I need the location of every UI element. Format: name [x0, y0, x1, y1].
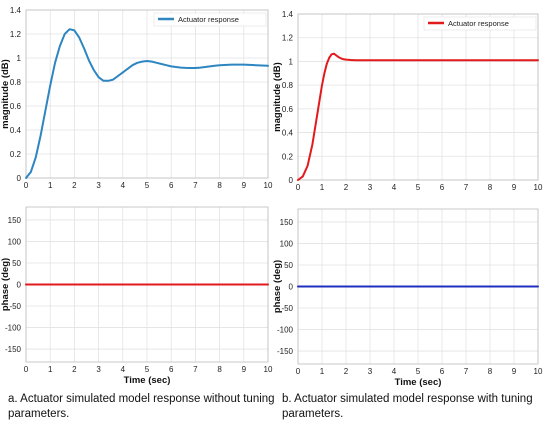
b-phase-xtick-label-6: 6 — [440, 367, 445, 376]
a-magnitude-ylabel: magnitude (dB) — [0, 59, 11, 129]
b-phase-ytick-label-4: 50 — [284, 261, 293, 270]
b-phase-ytick-label-3: 0 — [289, 283, 294, 292]
a-magnitude-ytick-label-6: 1.2 — [10, 30, 22, 39]
b-phase-xtick-label-4: 4 — [392, 367, 397, 376]
a-magnitude-ytick-label-1: 0.2 — [10, 150, 22, 159]
b-magnitude-xtick-label-8: 8 — [488, 183, 493, 192]
b-phase-xtick-label-3: 3 — [368, 367, 373, 376]
b-magnitude-xtick-label-1: 1 — [320, 183, 325, 192]
b-phase-xtick-label-5: 5 — [416, 367, 421, 376]
b-phase-xtick-label-8: 8 — [488, 367, 493, 376]
a-phase-xtick-label-6: 6 — [169, 365, 174, 374]
b-magnitude-ytick-label-4: 0.8 — [282, 81, 294, 90]
b-magnitude-legend-label-0: Actuator response — [448, 19, 509, 28]
b-magnitude-xtick-label-6: 6 — [440, 183, 445, 192]
a-magnitude-frame — [25, 9, 269, 179]
b-magnitude-ytick-label-6: 1.2 — [282, 34, 294, 43]
a-phase-xtick-label-9: 9 — [242, 365, 247, 374]
b-magnitude-ytick-label-1: 0.2 — [282, 152, 294, 161]
b-phase-xtick-label-7: 7 — [464, 367, 469, 376]
a-phase-xtick-label-1: 1 — [48, 365, 53, 374]
b-phase-ytick-label-5: 100 — [280, 239, 294, 248]
a-phase-xlabel: Time (sec) — [124, 375, 171, 386]
b-magnitude-ylabel: magnitude (dB) — [272, 62, 283, 132]
b-phase-ytick-label-2: -50 — [281, 304, 293, 313]
b-phase-xtick-label-9: 9 — [512, 367, 517, 376]
a-magnitude-ytick-label-5: 1 — [17, 54, 22, 63]
a-phase-ytick-label-1: -100 — [5, 324, 22, 333]
b-phase-ytick-label-1: -100 — [277, 326, 294, 335]
b-phase-xtick-label-0: 0 — [296, 367, 301, 376]
a-phase-xtick-label-2: 2 — [72, 365, 77, 374]
a-magnitude-xtick-label-2: 2 — [72, 181, 77, 190]
a-magnitude-xtick-label-10: 10 — [264, 181, 273, 190]
b-phase-ylabel: phase (deg) — [272, 260, 283, 313]
a-phase-xtick-label-3: 3 — [96, 365, 101, 374]
b-magnitude-ytick-label-2: 0.4 — [282, 129, 294, 138]
b-magnitude-xtick-label-9: 9 — [512, 183, 517, 192]
a-phase-ytick-label-0: -150 — [5, 345, 22, 354]
a-phase-ytick-label-4: 50 — [12, 259, 21, 268]
b-magnitude-ytick-label-5: 1 — [289, 57, 294, 66]
b-magnitude-legend-box — [423, 16, 537, 31]
b-magnitude-ytick-label-0: 0 — [289, 176, 294, 185]
a-magnitude-xtick-label-3: 3 — [96, 181, 101, 190]
b-phase-xtick-label-10: 10 — [534, 367, 543, 376]
b-magnitude-series-line-0 — [297, 52, 539, 181]
b-magnitude-xtick-label-3: 3 — [368, 183, 373, 192]
b-phase-ytick-label-6: 150 — [280, 218, 294, 227]
a-magnitude-ytick-label-2: 0.4 — [10, 126, 22, 135]
b-magnitude-xtick-label-0: 0 — [296, 183, 301, 192]
a-magnitude-xtick-label-0: 0 — [24, 181, 29, 190]
a-phase-ytick-label-6: 150 — [8, 216, 22, 225]
b-magnitude-xtick-label-4: 4 — [392, 183, 397, 192]
caption-b: b. Actuator simulated model response wit… — [282, 393, 533, 420]
a-magnitude-xtick-label-8: 8 — [217, 181, 222, 190]
a-magnitude-series-line-0 — [25, 28, 269, 179]
a-magnitude-legend-box — [153, 12, 267, 27]
caption-a: a. Actuator simulated model response wit… — [8, 393, 275, 420]
b-magnitude-frame — [297, 13, 539, 181]
a-magnitude-ytick-label-0: 0 — [17, 174, 22, 183]
a-phase-ytick-label-5: 100 — [8, 237, 22, 246]
b-magnitude-ytick-label-3: 0.6 — [282, 105, 294, 114]
a-phase-xtick-label-5: 5 — [145, 365, 150, 374]
b-magnitude-xtick-label-5: 5 — [416, 183, 421, 192]
a-magnitude-ytick-label-4: 0.8 — [10, 78, 22, 87]
b-magnitude-xtick-label-7: 7 — [464, 183, 469, 192]
a-magnitude-xtick-label-5: 5 — [145, 181, 150, 190]
a-phase-xtick-label-0: 0 — [24, 365, 29, 374]
b-magnitude-xtick-label-2: 2 — [344, 183, 349, 192]
b-phase-xtick-label-1: 1 — [320, 367, 325, 376]
b-magnitude-xtick-label-10: 10 — [534, 183, 543, 192]
a-phase-xtick-label-10: 10 — [264, 365, 273, 374]
a-phase-xtick-label-7: 7 — [193, 365, 198, 374]
a-phase-xtick-label-8: 8 — [217, 365, 222, 374]
a-phase-ylabel: phase (deg) — [0, 258, 11, 311]
a-magnitude-xtick-label-9: 9 — [242, 181, 247, 190]
a-phase-xtick-label-4: 4 — [121, 365, 126, 374]
a-magnitude-legend-label-0: Actuator response — [178, 15, 239, 24]
b-phase-xtick-label-2: 2 — [344, 367, 349, 376]
a-magnitude-ytick-label-7: 1.4 — [10, 6, 22, 15]
a-phase-ytick-label-2: -50 — [9, 302, 21, 311]
a-magnitude-xtick-label-7: 7 — [193, 181, 198, 190]
a-magnitude-xtick-label-6: 6 — [169, 181, 174, 190]
b-magnitude-ytick-label-7: 1.4 — [282, 10, 294, 19]
b-phase-ytick-label-0: -150 — [277, 347, 294, 356]
a-magnitude-ytick-label-3: 0.6 — [10, 102, 22, 111]
a-magnitude-xtick-label-1: 1 — [48, 181, 53, 190]
a-magnitude-xtick-label-4: 4 — [121, 181, 126, 190]
b-phase-xlabel: Time (sec) — [395, 377, 442, 388]
a-phase-ytick-label-3: 0 — [17, 281, 22, 290]
